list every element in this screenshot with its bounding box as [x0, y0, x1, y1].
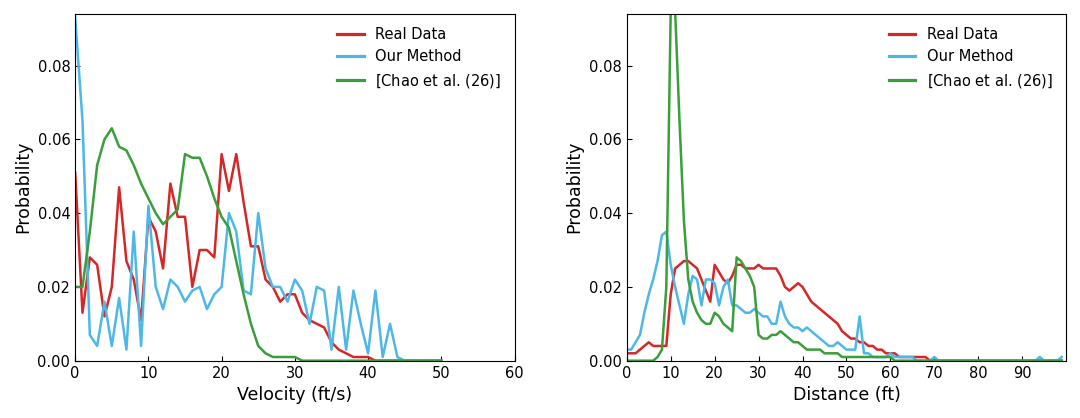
Our Method: [69, 15, 82, 20]
Real Data: [849, 336, 862, 341]
X-axis label: Distance (ft): Distance (ft): [793, 386, 901, 404]
Our Method: [660, 229, 673, 234]
Our Method: [708, 281, 721, 286]
Legend: Real Data, Our Method, [Chao et al. ($\mathit{26}$)]: Real Data, Our Method, [Chao et al. ($\m…: [332, 21, 508, 95]
Our Method: [178, 299, 191, 304]
Our Method: [620, 347, 633, 352]
Our Method: [1042, 358, 1055, 363]
Real Data: [318, 325, 330, 330]
Our Method: [726, 303, 739, 308]
Real Data: [435, 358, 448, 363]
Real Data: [369, 358, 382, 363]
Real Data: [1042, 358, 1055, 363]
Real Data: [677, 259, 690, 264]
Real Data: [69, 170, 82, 175]
Our Method: [333, 284, 346, 289]
Our Method: [910, 358, 923, 363]
Legend: Real Data, Our Method, [Chao et al. ($\mathit{26}$)]: Real Data, Our Method, [Chao et al. ($\m…: [883, 21, 1058, 95]
Our Method: [435, 358, 448, 363]
Real Data: [883, 351, 896, 356]
Our Method: [399, 358, 411, 363]
Line: Real Data: Real Data: [626, 261, 1062, 361]
Y-axis label: Probability: Probability: [566, 141, 583, 234]
Real Data: [1029, 358, 1042, 363]
Real Data: [428, 358, 441, 363]
Our Method: [310, 284, 323, 289]
Our Method: [428, 358, 441, 363]
Our Method: [883, 351, 896, 356]
Real Data: [339, 351, 352, 356]
Real Data: [726, 273, 739, 278]
Real Data: [215, 152, 228, 157]
Real Data: [708, 262, 721, 267]
Real Data: [149, 229, 162, 234]
Real Data: [1055, 358, 1068, 363]
Real Data: [186, 284, 199, 289]
Real Data: [178, 214, 191, 219]
Our Method: [1029, 358, 1042, 363]
Real Data: [620, 351, 633, 356]
Line: Our Method: Our Method: [626, 232, 1062, 361]
Our Method: [186, 288, 199, 293]
X-axis label: Velocity (ft/s): Velocity (ft/s): [238, 386, 352, 404]
Our Method: [849, 347, 862, 352]
Our Method: [149, 284, 162, 289]
Y-axis label: Probability: Probability: [14, 141, 32, 234]
Line: Real Data: Real Data: [76, 154, 442, 361]
Real Data: [923, 358, 936, 363]
Line: Our Method: Our Method: [76, 18, 442, 361]
Our Method: [1055, 354, 1068, 359]
